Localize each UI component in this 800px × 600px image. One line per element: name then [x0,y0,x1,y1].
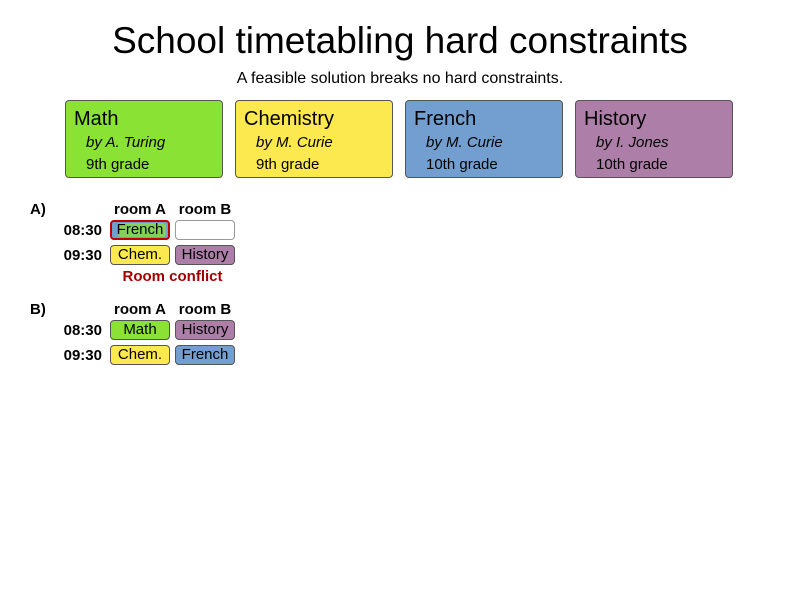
timetable-slot: History [175,245,235,265]
slot-lesson: Chem. [117,346,163,363]
slot-lesson: Chem. [117,246,163,263]
timetable-slot: History [175,320,235,340]
timetable-slot: French [175,345,235,365]
lesson-name: Math [74,108,119,130]
room-b-header: room B [178,301,232,318]
lesson-teacher: by M. Curie [256,134,333,151]
timetable-slot-empty [175,220,235,240]
conflict-label: Room conflict [122,268,223,285]
lesson-teacher: by M. Curie [426,134,503,151]
room-b-header: room B [178,201,232,218]
time-label: 09:30 [63,347,102,364]
slot-lesson: Math [123,321,157,338]
lesson-teacher: by A. Turing [86,134,166,151]
slot-lesson: French [116,221,164,238]
timetable-slot: Chem. [110,345,170,365]
lesson-grade: 10th grade [426,156,498,173]
room-a-header: room A [114,301,166,318]
timetable-slot: Math [110,320,170,340]
lesson-name: Chemistry [244,108,335,130]
page-title: School timetabling hard constraints [112,20,688,61]
lesson-card-history: History by I. Jones 10th grade [575,100,733,178]
math-overlap-block [118,223,166,237]
lesson-grade: 9th grade [256,156,320,173]
lesson-teacher: by I. Jones [596,134,669,151]
lesson-card-math: Math by A. Turing 9th grade [65,100,223,178]
time-label: 09:30 [63,247,102,264]
lesson-card-french: French by M. Curie 10th grade [405,100,563,178]
scenario-a-label: A) [30,201,46,218]
scenario-b-label: B) [30,301,46,318]
slot-lesson: History [181,246,229,263]
lesson-name: French [414,108,477,130]
room-a-header: room A [114,201,166,218]
timetable-slot: Chem. [110,245,170,265]
time-label: 08:30 [63,222,102,239]
lesson-name: History [584,108,647,130]
slot-lesson: French [181,346,229,363]
timetable-slot-conflict: French [110,220,170,240]
lesson-grade: 9th grade [86,156,150,173]
page-subtitle: A feasible solution breaks no hard const… [236,70,564,87]
slot-lesson: History [181,321,229,338]
time-label: 08:30 [63,322,102,339]
lesson-card-chemistry: Chemistry by M. Curie 9th grade [235,100,393,178]
lesson-grade: 10th grade [596,156,668,173]
